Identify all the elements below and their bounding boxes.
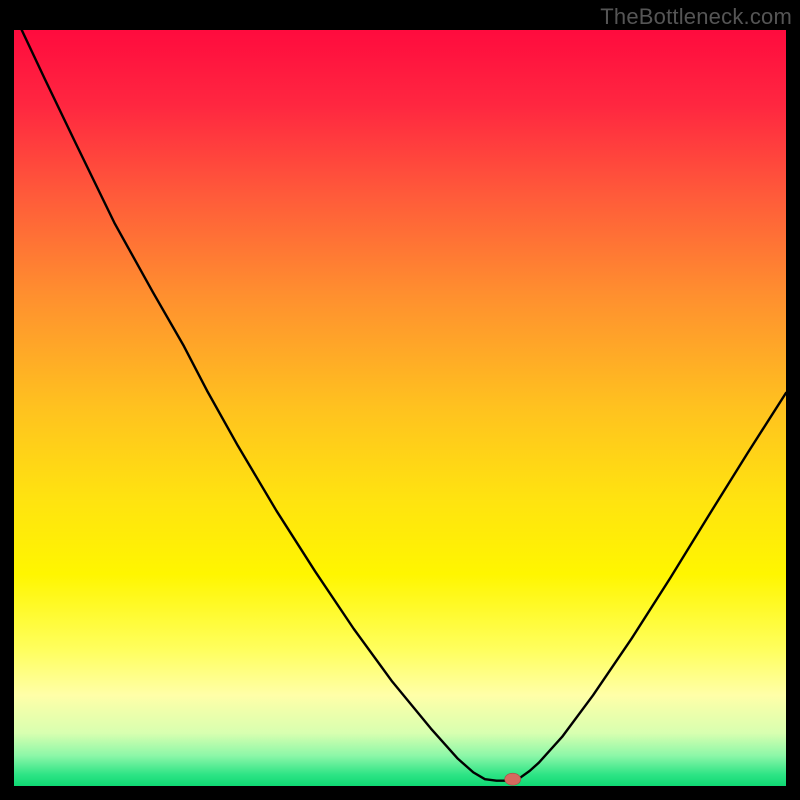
watermark-text: TheBottleneck.com (600, 4, 792, 30)
chart-background (14, 30, 786, 786)
bottleneck-chart (14, 30, 786, 786)
optimum-marker (505, 773, 521, 785)
chart-svg (14, 30, 786, 786)
